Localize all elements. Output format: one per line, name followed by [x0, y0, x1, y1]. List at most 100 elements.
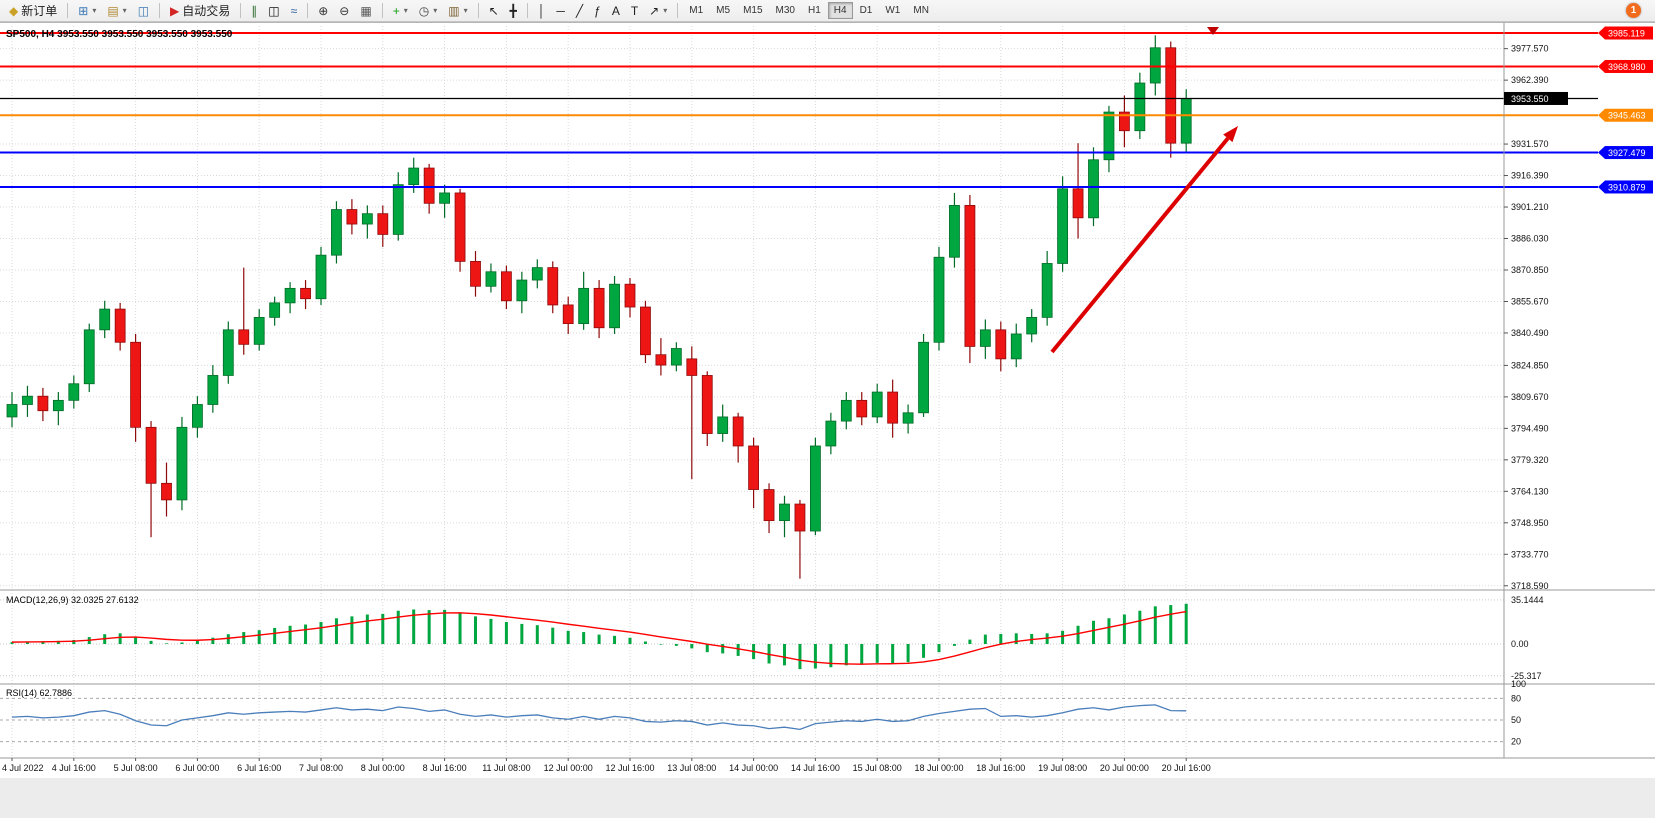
crosshair-button[interactable]: ╋	[505, 1, 522, 20]
candle-body	[145, 426, 157, 484]
svg-text:3748.950: 3748.950	[1511, 518, 1549, 528]
bar-chart-button[interactable]: ∥	[246, 1, 262, 20]
market-watch-button[interactable]: ◫	[133, 1, 154, 20]
new-order-button[interactable]: ◆ 新订单	[4, 1, 62, 20]
svg-text:8 Jul 00:00: 8 Jul 00:00	[361, 763, 405, 773]
timeframe-d1[interactable]: D1	[854, 2, 879, 19]
candle-body	[1149, 47, 1161, 84]
candle-body	[361, 213, 373, 225]
trend-arrow-annotation[interactable]	[1050, 137, 1230, 354]
macd-axis-label: -25.317	[1511, 671, 1542, 681]
svg-text:3855.670: 3855.670	[1511, 296, 1549, 306]
zoom-in-button[interactable]: ⊕	[313, 1, 333, 20]
arrows-icon: ↗	[649, 3, 660, 18]
candle-body	[763, 489, 775, 522]
candle-body	[1057, 188, 1068, 264]
rsi-axis-label: 50	[1511, 715, 1521, 725]
candle-body	[37, 395, 49, 412]
toolbar-separator	[159, 3, 161, 18]
svg-text:15 Jul 08:00: 15 Jul 08:00	[853, 763, 902, 773]
templates-button[interactable]: ▥ ▾	[443, 1, 472, 20]
svg-text:3870.850: 3870.850	[1511, 265, 1549, 275]
chart-canvas[interactable]: 3977.570 3962.390 3931.570 3916.390 3901.210…	[0, 22, 1655, 818]
candle-body	[856, 399, 868, 418]
svg-text:11 Jul 08:00: 11 Jul 08:00	[482, 763, 530, 773]
svg-text:3809.670: 3809.670	[1511, 392, 1549, 402]
candle-body	[423, 167, 435, 204]
fibonacci-button[interactable]: ƒ	[589, 1, 606, 20]
indicators-button[interactable]: + ▾	[388, 1, 413, 20]
svg-text:20 Jul 00:00: 20 Jul 00:00	[1100, 763, 1149, 773]
arrows-button[interactable]: ↗ ▾	[644, 1, 672, 20]
candle-body	[377, 213, 389, 235]
timeframe-m5[interactable]: M5	[710, 2, 736, 19]
cursor-button[interactable]: ↖	[484, 1, 504, 20]
trendline-button[interactable]: ╱	[571, 1, 588, 20]
candle-body	[686, 358, 698, 376]
market-watch-icon: ◫	[137, 3, 150, 18]
zoom-out-button[interactable]: ⊖	[334, 1, 354, 20]
candle-body	[794, 503, 806, 532]
candle-body	[562, 304, 574, 325]
candle-body	[717, 416, 729, 434]
candle-body	[22, 395, 33, 405]
svg-text:3794.490: 3794.490	[1511, 423, 1549, 433]
chart-shift-marker[interactable]	[1207, 27, 1219, 35]
candle-body	[52, 399, 64, 412]
new-order-label: 新订单	[21, 4, 58, 18]
candle-body	[871, 391, 883, 418]
profiles-icon: ▤	[107, 3, 119, 18]
horizontal-line-button[interactable]: ─	[551, 1, 570, 20]
candle-body	[500, 271, 512, 302]
notification-badge[interactable]: 1	[1626, 3, 1641, 18]
candle-body	[284, 287, 296, 304]
toolbar-separator	[677, 3, 679, 18]
timeframe-m15[interactable]: M15	[737, 2, 768, 19]
chart-title: SP500, H4 3953.550 3953.550 3953.550 395…	[6, 29, 233, 40]
line-chart-button[interactable]: ≈	[286, 1, 303, 20]
timeframe-h1[interactable]: H1	[802, 2, 827, 19]
svg-text:3953.550: 3953.550	[1511, 94, 1549, 104]
periods-button[interactable]: ◷ ▾	[414, 1, 443, 20]
timeframe-m30[interactable]: M30	[770, 2, 801, 19]
svg-text:3840.490: 3840.490	[1511, 328, 1549, 338]
vertical-line-button[interactable]: │	[533, 1, 551, 20]
trend-arrow-head	[1223, 126, 1238, 143]
svg-text:19 Jul 08:00: 19 Jul 08:00	[1038, 763, 1087, 773]
price-level-badge: 3945.463	[1598, 108, 1653, 122]
candle-body	[1165, 47, 1177, 144]
candle-body	[408, 167, 420, 186]
candle-body	[949, 204, 960, 258]
text-button[interactable]: A	[607, 1, 625, 20]
auto-trading-button[interactable]: ▶ 自动交易	[165, 1, 235, 20]
timeframe-h4[interactable]: H4	[827, 2, 853, 19]
svg-text:12 Jul 00:00: 12 Jul 00:00	[544, 763, 593, 773]
svg-text:4 Jul 2022: 4 Jul 2022	[2, 763, 44, 773]
candle-body	[99, 308, 111, 331]
candle-body	[902, 412, 914, 424]
timeframe-w1[interactable]: W1	[879, 2, 906, 19]
arrange-windows-button[interactable]: ▦	[355, 1, 376, 20]
svg-text:3927.479: 3927.479	[1608, 148, 1646, 158]
candle-body	[825, 420, 837, 447]
candle-body	[547, 267, 559, 306]
candle-body	[392, 184, 404, 235]
svg-text:7 Jul 08:00: 7 Jul 08:00	[299, 763, 343, 773]
profiles-button[interactable]: ▤ ▾	[102, 1, 131, 20]
horizontal-line-icon: ─	[556, 3, 565, 18]
text-label-button[interactable]: T	[626, 1, 643, 20]
toolbar-separator	[526, 3, 528, 18]
chart-area: 3977.570 3962.390 3931.570 3916.390 3901.210…	[0, 22, 1655, 818]
auto-trading-icon: ▶	[170, 3, 180, 18]
candlestick-chart-button[interactable]: ◫	[263, 1, 284, 20]
candle-body	[840, 399, 852, 422]
candle-body	[1088, 159, 1099, 219]
timeframe-m1[interactable]: M1	[683, 2, 709, 19]
new-chart-button[interactable]: ⊞ ▾	[73, 1, 101, 20]
timeframe-mn[interactable]: MN	[907, 2, 935, 19]
rsi-axis-label: 80	[1511, 693, 1521, 703]
periods-dropdown-icon: ▾	[433, 6, 438, 15]
svg-text:3916.390: 3916.390	[1511, 171, 1549, 181]
macd-axis-label: 0.00	[1511, 639, 1529, 649]
profiles-dropdown-icon: ▾	[122, 6, 127, 15]
